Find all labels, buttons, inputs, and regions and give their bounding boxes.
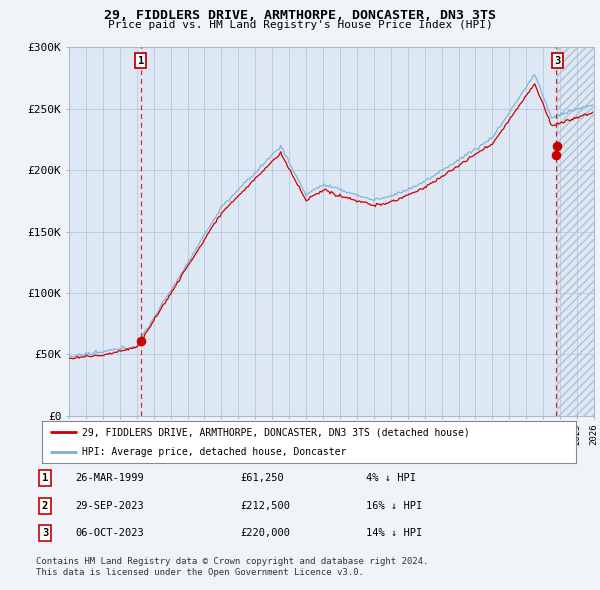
Text: 2: 2 <box>42 501 48 510</box>
Text: This data is licensed under the Open Government Licence v3.0.: This data is licensed under the Open Gov… <box>36 568 364 577</box>
Text: 16% ↓ HPI: 16% ↓ HPI <box>366 501 422 510</box>
Point <box>551 150 560 159</box>
Text: 1: 1 <box>137 56 144 66</box>
Text: 3: 3 <box>554 56 560 66</box>
Text: 29-SEP-2023: 29-SEP-2023 <box>75 501 144 510</box>
Text: £212,500: £212,500 <box>240 501 290 510</box>
Bar <box>557 47 594 416</box>
Point <box>136 336 145 345</box>
Text: HPI: Average price, detached house, Doncaster: HPI: Average price, detached house, Donc… <box>82 447 346 457</box>
Text: 29, FIDDLERS DRIVE, ARMTHORPE, DONCASTER, DN3 3TS: 29, FIDDLERS DRIVE, ARMTHORPE, DONCASTER… <box>104 9 496 22</box>
Text: 3: 3 <box>42 529 48 538</box>
Text: 06-OCT-2023: 06-OCT-2023 <box>75 529 144 538</box>
Text: 14% ↓ HPI: 14% ↓ HPI <box>366 529 422 538</box>
Text: 4% ↓ HPI: 4% ↓ HPI <box>366 473 416 483</box>
Text: 26-MAR-1999: 26-MAR-1999 <box>75 473 144 483</box>
Text: £220,000: £220,000 <box>240 529 290 538</box>
Text: £61,250: £61,250 <box>240 473 284 483</box>
Text: 1: 1 <box>42 473 48 483</box>
Text: 29, FIDDLERS DRIVE, ARMTHORPE, DONCASTER, DN3 3TS (detached house): 29, FIDDLERS DRIVE, ARMTHORPE, DONCASTER… <box>82 427 470 437</box>
Bar <box>557 47 594 416</box>
Text: Contains HM Land Registry data © Crown copyright and database right 2024.: Contains HM Land Registry data © Crown c… <box>36 558 428 566</box>
Point <box>553 141 562 150</box>
Text: Price paid vs. HM Land Registry's House Price Index (HPI): Price paid vs. HM Land Registry's House … <box>107 20 493 30</box>
